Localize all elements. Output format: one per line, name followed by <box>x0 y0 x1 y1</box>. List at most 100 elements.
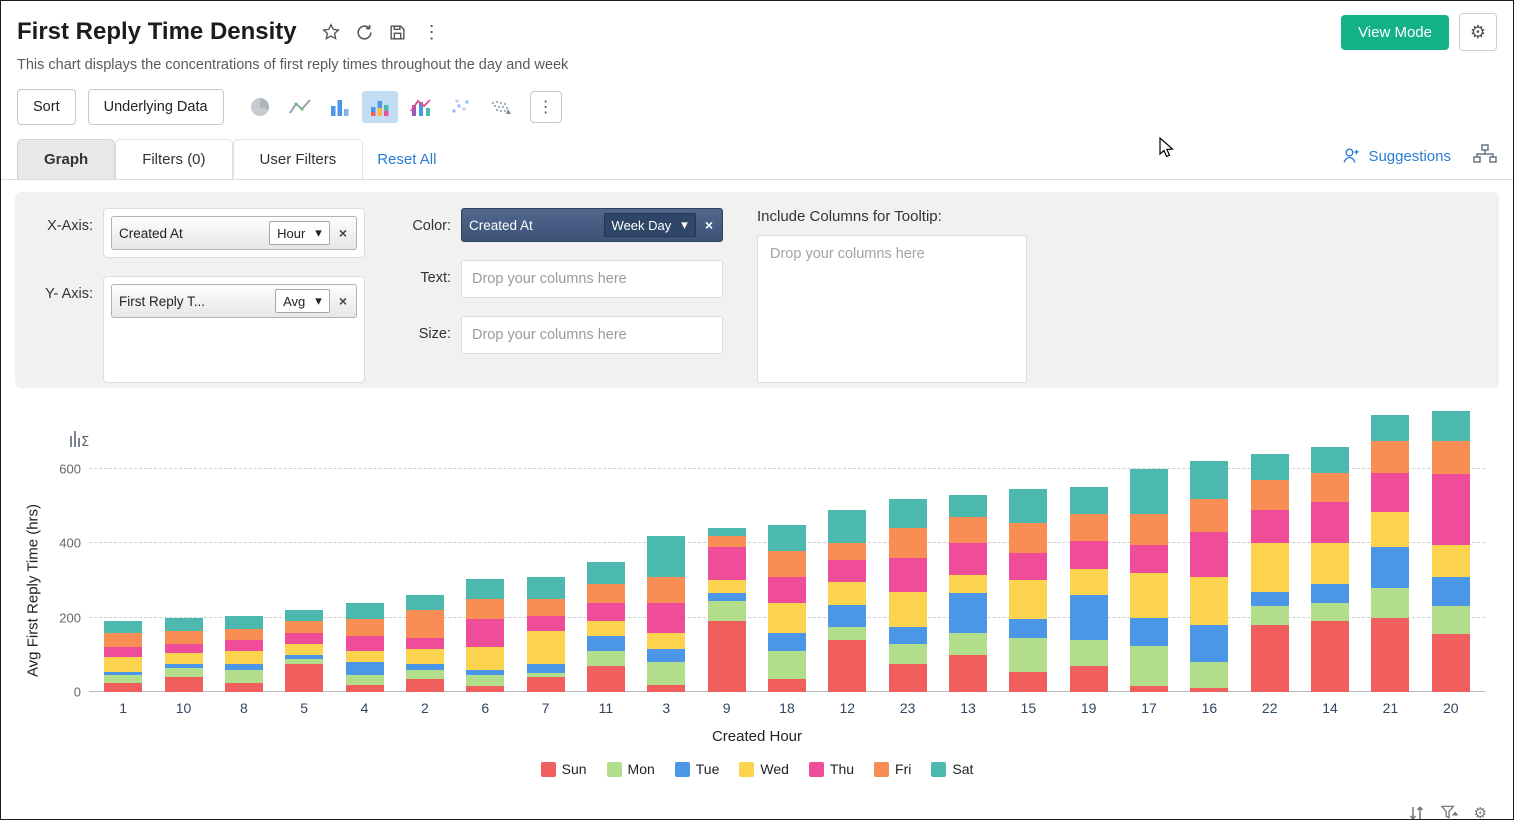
stacked-bar-hour-21[interactable] <box>1371 414 1410 692</box>
bar-segment-mon[interactable] <box>466 675 505 687</box>
bar-segment-tue[interactable] <box>1130 617 1169 646</box>
bar-segment-fri[interactable] <box>1009 522 1048 553</box>
stacked-bar-hour-16[interactable] <box>1190 461 1229 692</box>
legend-item-mon[interactable]: Mon <box>606 761 655 777</box>
favorite-star-icon[interactable] <box>321 22 341 42</box>
x-axis-aggregation-select[interactable]: Hour ▾ <box>269 221 330 245</box>
bar-segment-mon[interactable] <box>1009 638 1048 672</box>
bar-segment-sun[interactable] <box>285 664 324 692</box>
bar-segment-sun[interactable] <box>345 684 384 692</box>
save-icon[interactable] <box>388 23 407 42</box>
bar-segment-sun[interactable] <box>1130 686 1169 692</box>
bar-segment-tue[interactable] <box>224 664 263 670</box>
bar-segment-mon[interactable] <box>405 669 444 679</box>
stacked-bar-hour-20[interactable] <box>1431 411 1470 692</box>
bar-segment-thu[interactable] <box>767 576 806 603</box>
bar-segment-mon[interactable] <box>164 667 203 678</box>
bar-segment-tue[interactable] <box>1371 546 1410 588</box>
stacked-bar-hour-4[interactable] <box>345 602 384 692</box>
bar-segment-tue[interactable] <box>1311 584 1350 603</box>
view-mode-button[interactable]: View Mode <box>1341 14 1449 50</box>
bar-segment-sat[interactable] <box>405 595 444 611</box>
bar-segment-sun[interactable] <box>164 677 203 692</box>
bar-segment-tue[interactable] <box>104 671 143 676</box>
bar-segment-tue[interactable] <box>285 654 324 659</box>
bar-segment-tue[interactable] <box>466 669 505 676</box>
stacked-bar-hour-2[interactable] <box>405 595 444 692</box>
color-remove-icon[interactable]: × <box>704 217 713 233</box>
stacked-bar-hour-8[interactable] <box>224 615 263 692</box>
y-axis-aggregation-select[interactable]: Avg ▾ <box>275 289 330 313</box>
stacked-bar-hour-19[interactable] <box>1069 487 1108 692</box>
bar-segment-thu[interactable] <box>164 643 203 653</box>
bar-segment-sat[interactable] <box>1311 446 1350 473</box>
bar-segment-sun[interactable] <box>647 684 686 692</box>
bar-segment-fri[interactable] <box>345 619 384 637</box>
bar-segment-sun[interactable] <box>405 678 444 692</box>
bar-segment-sat[interactable] <box>1009 489 1048 523</box>
bar-segment-mon[interactable] <box>1311 602 1350 622</box>
bar-segment-fri[interactable] <box>526 599 565 616</box>
bar-segment-tue[interactable] <box>1190 625 1229 663</box>
bar-segment-mon[interactable] <box>586 651 625 666</box>
bar-segment-tue[interactable] <box>1250 591 1289 607</box>
bar-segment-thu[interactable] <box>647 602 686 633</box>
bar-segment-wed[interactable] <box>1311 543 1350 585</box>
bar-segment-wed[interactable] <box>224 651 263 665</box>
stacked-bar-hour-6[interactable] <box>466 578 505 692</box>
bar-segment-tue[interactable] <box>707 593 746 601</box>
bar-segment-mon[interactable] <box>1190 662 1229 689</box>
settings-gear-button[interactable]: ⚙ <box>1459 13 1497 51</box>
bar-segment-thu[interactable] <box>224 639 263 652</box>
bar-segment-fri[interactable] <box>948 517 987 544</box>
reset-all-link[interactable]: Reset All <box>377 151 437 168</box>
bar-segment-sat[interactable] <box>586 561 625 585</box>
bar-segment-sat[interactable] <box>1371 414 1410 441</box>
x-axis-remove-icon[interactable]: × <box>338 225 347 241</box>
bar-segment-wed[interactable] <box>466 647 505 670</box>
bar-segment-sun[interactable] <box>948 654 987 692</box>
bar-segment-wed[interactable] <box>1431 545 1470 577</box>
y-axis-remove-icon[interactable]: × <box>338 293 347 309</box>
bar-segment-thu[interactable] <box>526 615 565 631</box>
scatter-plot-icon[interactable] <box>442 91 478 123</box>
legend-item-sat[interactable]: Sat <box>931 761 973 777</box>
bar-segment-sun[interactable] <box>767 678 806 692</box>
bar-segment-sun[interactable] <box>1009 671 1048 692</box>
bar-segment-fri[interactable] <box>1069 513 1108 542</box>
y-axis-dropzone[interactable]: First Reply T... Avg ▾ × <box>103 276 365 383</box>
bar-segment-sun[interactable] <box>828 639 867 692</box>
bar-segment-mon[interactable] <box>647 662 686 685</box>
more-options-icon[interactable]: ⋮ <box>422 22 441 42</box>
bar-segment-fri[interactable] <box>1431 440 1470 475</box>
bar-segment-wed[interactable] <box>948 574 987 594</box>
bar-segment-wed[interactable] <box>1190 576 1229 626</box>
bar-segment-tue[interactable] <box>586 636 625 652</box>
bar-segment-sat[interactable] <box>888 498 927 529</box>
stacked-bar-hour-18[interactable] <box>767 524 806 692</box>
tab-graph[interactable]: Graph <box>17 139 116 179</box>
refresh-icon[interactable] <box>355 23 374 42</box>
legend-item-fri[interactable]: Fri <box>874 761 911 777</box>
bar-segment-fri[interactable] <box>104 632 143 648</box>
bar-segment-tue[interactable] <box>1069 595 1108 640</box>
legend-item-sun[interactable]: Sun <box>540 761 587 777</box>
stacked-bar-hour-1[interactable] <box>104 621 143 692</box>
bar-segment-tue[interactable] <box>767 632 806 652</box>
bar-segment-tue[interactable] <box>345 662 384 676</box>
bar-segment-sun[interactable] <box>466 686 505 692</box>
map-chart-icon[interactable] <box>482 91 518 123</box>
bar-segment-sat[interactable] <box>647 535 686 577</box>
tab-user-filters[interactable]: User Filters <box>232 139 364 179</box>
bar-segment-thu[interactable] <box>1250 509 1289 544</box>
bar-segment-wed[interactable] <box>828 582 867 605</box>
bar-segment-thu[interactable] <box>888 558 927 592</box>
bar-segment-mon[interactable] <box>1130 645 1169 687</box>
bar-segment-wed[interactable] <box>707 580 746 594</box>
filter-funnel-icon[interactable] <box>1440 805 1458 819</box>
bar-segment-sat[interactable] <box>767 524 806 551</box>
bar-segment-sat[interactable] <box>948 494 987 518</box>
bar-segment-mon[interactable] <box>1250 606 1289 626</box>
bar-segment-tue[interactable] <box>948 593 987 633</box>
stacked-bar-hour-15[interactable] <box>1009 489 1048 692</box>
